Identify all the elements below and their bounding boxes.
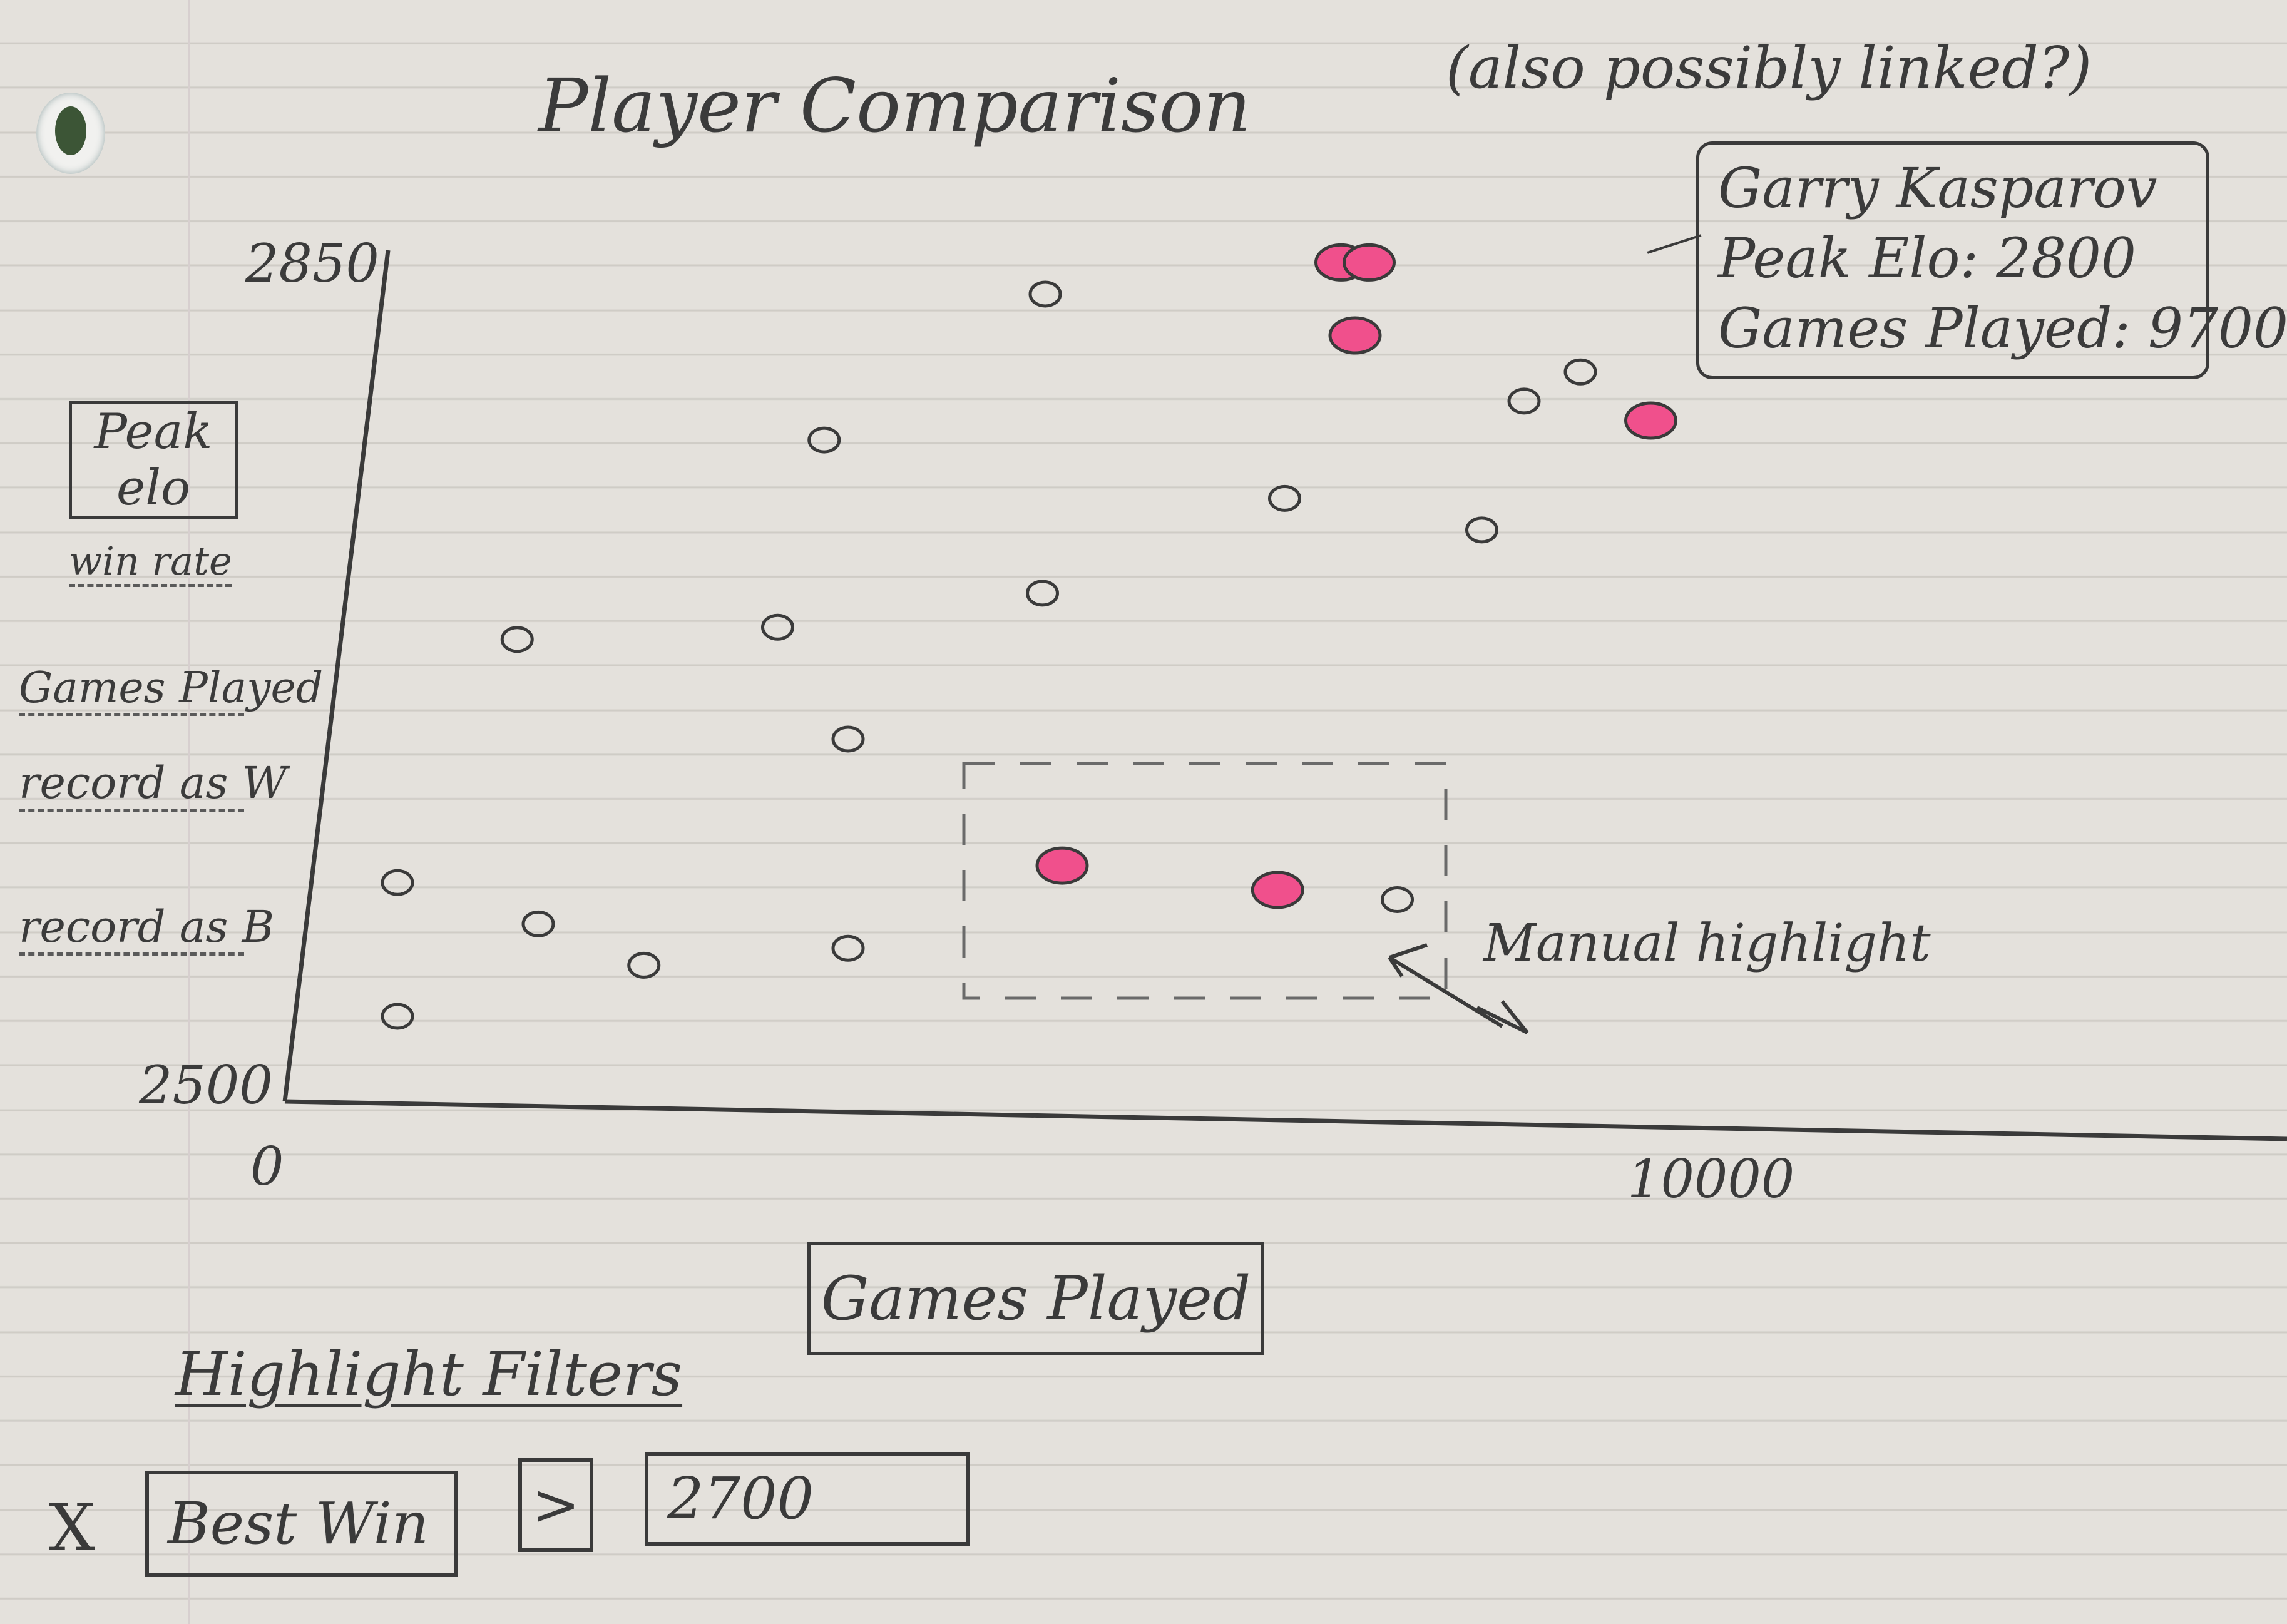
data-point[interactable]: [1268, 484, 1301, 512]
data-point[interactable]: [831, 934, 865, 962]
y-option-win-rate[interactable]: win rate: [69, 538, 232, 587]
x-tick-min: 0: [250, 1136, 284, 1197]
y-tick-min: 2500: [139, 1055, 273, 1116]
data-point[interactable]: [381, 869, 414, 896]
data-point[interactable]: [761, 613, 794, 641]
data-point[interactable]: [1381, 886, 1414, 913]
data-point[interactable]: [807, 426, 841, 454]
data-point[interactable]: [627, 951, 661, 979]
chart-title: Player Comparison: [538, 63, 1251, 149]
highlighted-data-point[interactable]: [1251, 871, 1304, 909]
data-point[interactable]: [1507, 387, 1541, 415]
filter-metric-select[interactable]: Best Win: [145, 1471, 458, 1577]
y-option-record-as-b[interactable]: record as B: [19, 901, 274, 956]
filter-operator-select[interactable]: >: [518, 1458, 593, 1552]
data-point[interactable]: [1465, 516, 1498, 544]
highlighted-data-point[interactable]: [1035, 846, 1089, 885]
linked-note: (also possibly linked?): [1446, 34, 2092, 101]
data-point[interactable]: [1563, 358, 1597, 386]
highlighted-data-point[interactable]: [1343, 243, 1396, 282]
x-axis-selector[interactable]: Games Played: [807, 1242, 1264, 1355]
tooltip-player-name: Garry Kasparov: [1718, 156, 2157, 220]
data-point[interactable]: [1026, 580, 1059, 607]
x-axis-line: [284, 1099, 2287, 1141]
highlight-filters-title: Highlight Filters: [175, 1339, 683, 1409]
filter-value-input[interactable]: 2700: [645, 1452, 970, 1546]
y-option-peak-elo[interactable]: Peak elo: [69, 401, 238, 519]
y-option-games-played[interactable]: Games Played: [19, 663, 323, 716]
tooltip-games-played: Games Played: 9700: [1718, 296, 2287, 360]
scatter-points: [381, 243, 1677, 1030]
y-axis-line: [282, 250, 391, 1102]
data-point[interactable]: [381, 1003, 414, 1030]
remove-filter-button[interactable]: X: [49, 1489, 96, 1566]
highlighted-data-point[interactable]: [1328, 316, 1382, 355]
manual-highlight-arrow: [1388, 943, 1529, 1034]
y-option-record-as-w[interactable]: record as W: [19, 757, 287, 812]
manual-highlight-region[interactable]: [962, 762, 1448, 1000]
data-point[interactable]: [1028, 280, 1062, 308]
tooltip-peak-elo: Peak Elo: 2800: [1718, 226, 2137, 290]
binder-hole: [36, 93, 105, 174]
x-tick-max: 10000: [1627, 1148, 1795, 1210]
data-point[interactable]: [521, 910, 555, 937]
manual-highlight-label: Manual highlight: [1482, 914, 1931, 973]
notebook-margin-line: [188, 0, 190, 1624]
highlighted-data-point[interactable]: [1624, 401, 1677, 440]
data-point[interactable]: [500, 626, 534, 653]
y-tick-max: 2850: [245, 233, 379, 294]
data-point[interactable]: [831, 725, 865, 753]
player-tooltip: Garry Kasparov Peak Elo: 2800 Games Play…: [1696, 141, 2287, 379]
